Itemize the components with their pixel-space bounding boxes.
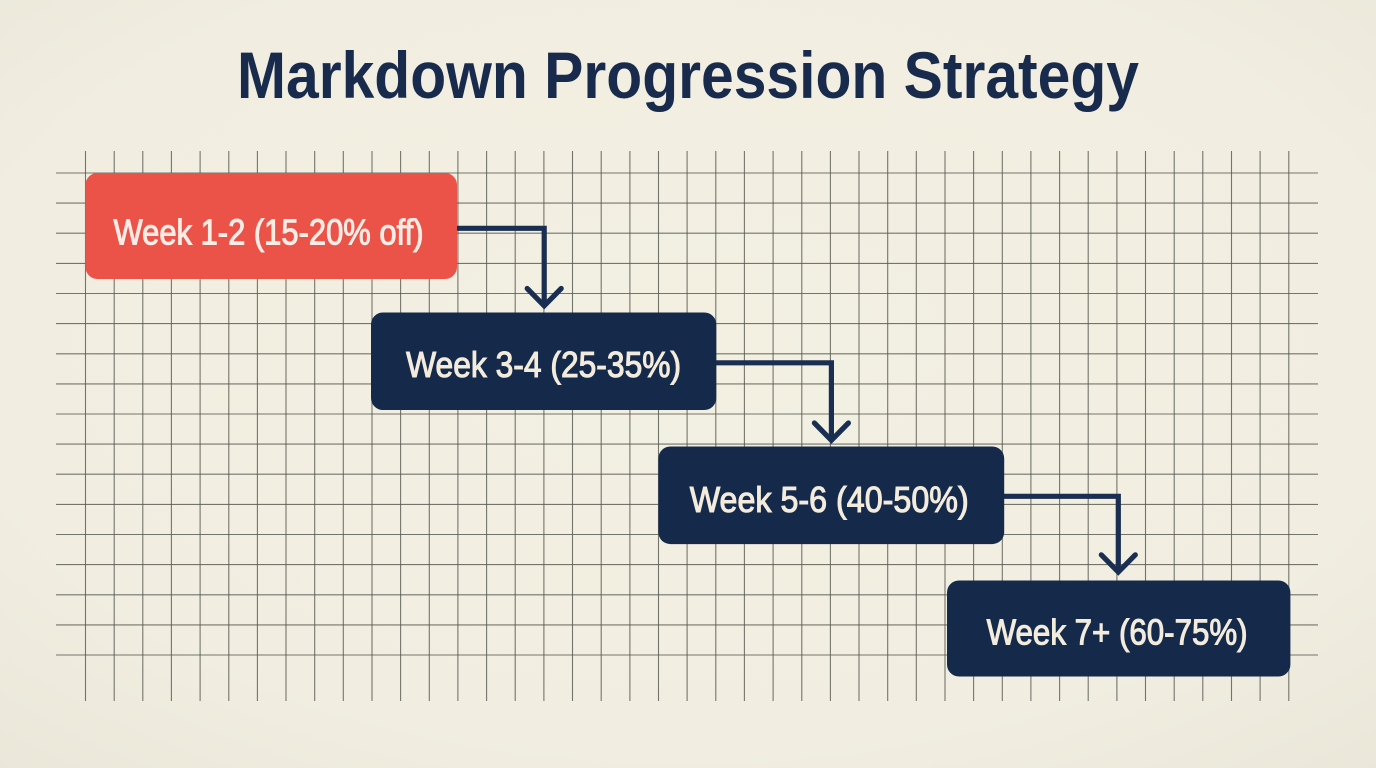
svg-text:Week 5-6 (40-50%): Week 5-6 (40-50%) xyxy=(690,479,969,520)
svg-text:Week 1-2 (15-20% off): Week 1-2 (15-20% off) xyxy=(114,212,424,253)
svg-text:Week 3-4 (25-35%): Week 3-4 (25-35%) xyxy=(406,344,681,385)
svg-text:Markdown Progression Strategy: Markdown Progression Strategy xyxy=(237,38,1139,112)
svg-text:Week 7+ (60-75%): Week 7+ (60-75%) xyxy=(987,612,1248,653)
